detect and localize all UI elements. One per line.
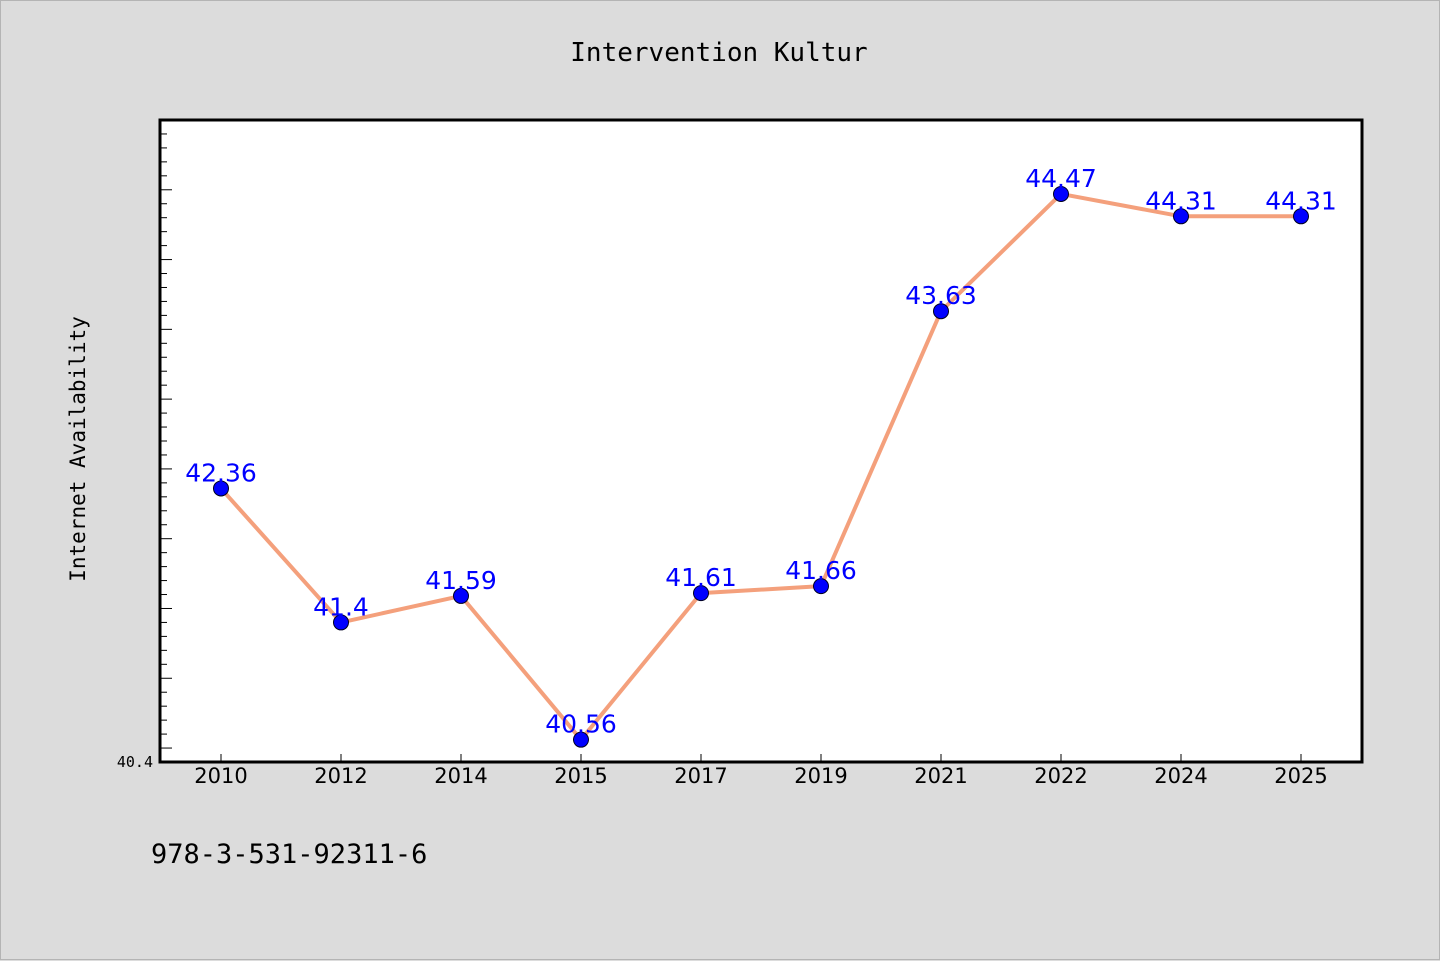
series-line — [219, 191, 1301, 742]
data-point — [813, 578, 829, 595]
x-axis-ticks: 2010 2012 2014 2015 2017 2019 2021 2022 2024 2025 — [194, 754, 1328, 788]
x-tick-label: 2015 — [554, 764, 607, 788]
data-point — [1173, 208, 1189, 225]
data-label: 41.66 — [785, 556, 857, 585]
data-label: 42.36 — [185, 458, 257, 487]
plot-area — [158, 118, 1364, 764]
data-point — [693, 585, 709, 602]
chart-title: Intervention Kultur — [570, 38, 867, 68]
y-tick-label: 40.4 — [117, 753, 153, 771]
x-tick-label: 2024 — [1154, 764, 1207, 788]
data-label: 41.59 — [425, 566, 497, 595]
series-layer: 42.36 41.4 41.59 40.56 41.61 41.66 43.63 44.47 4… — [185, 164, 1337, 748]
data-point — [573, 731, 589, 748]
data-label: 44.31 — [1145, 186, 1217, 215]
data-label: 40.56 — [545, 710, 617, 739]
x-tick-label: 2022 — [1034, 764, 1087, 788]
data-point — [213, 480, 229, 497]
data-label: 41.4 — [313, 592, 369, 621]
data-point — [933, 303, 949, 320]
x-tick-label: 2014 — [434, 764, 487, 788]
data-point — [1293, 208, 1309, 225]
x-tick-label: 2019 — [794, 764, 847, 788]
y-axis-ticks — [160, 133, 172, 749]
data-label: 43.63 — [905, 281, 977, 310]
x-tick-label: 2021 — [914, 764, 967, 788]
x-tick-label: 2010 — [194, 764, 247, 788]
data-point — [333, 614, 349, 631]
data-label: 41.61 — [665, 563, 737, 592]
data-label: 44.31 — [1265, 186, 1337, 215]
x-tick-label: 2017 — [674, 764, 727, 788]
data-point — [1053, 185, 1069, 202]
isbn-annotation: 978-3-531-92311-6 — [151, 839, 427, 870]
data-point — [453, 587, 469, 604]
data-label: 44.47 — [1025, 164, 1097, 193]
y-axis-label: Internet Availability — [66, 316, 90, 582]
x-tick-label: 2012 — [314, 764, 367, 788]
x-tick-label: 2025 — [1274, 764, 1327, 788]
